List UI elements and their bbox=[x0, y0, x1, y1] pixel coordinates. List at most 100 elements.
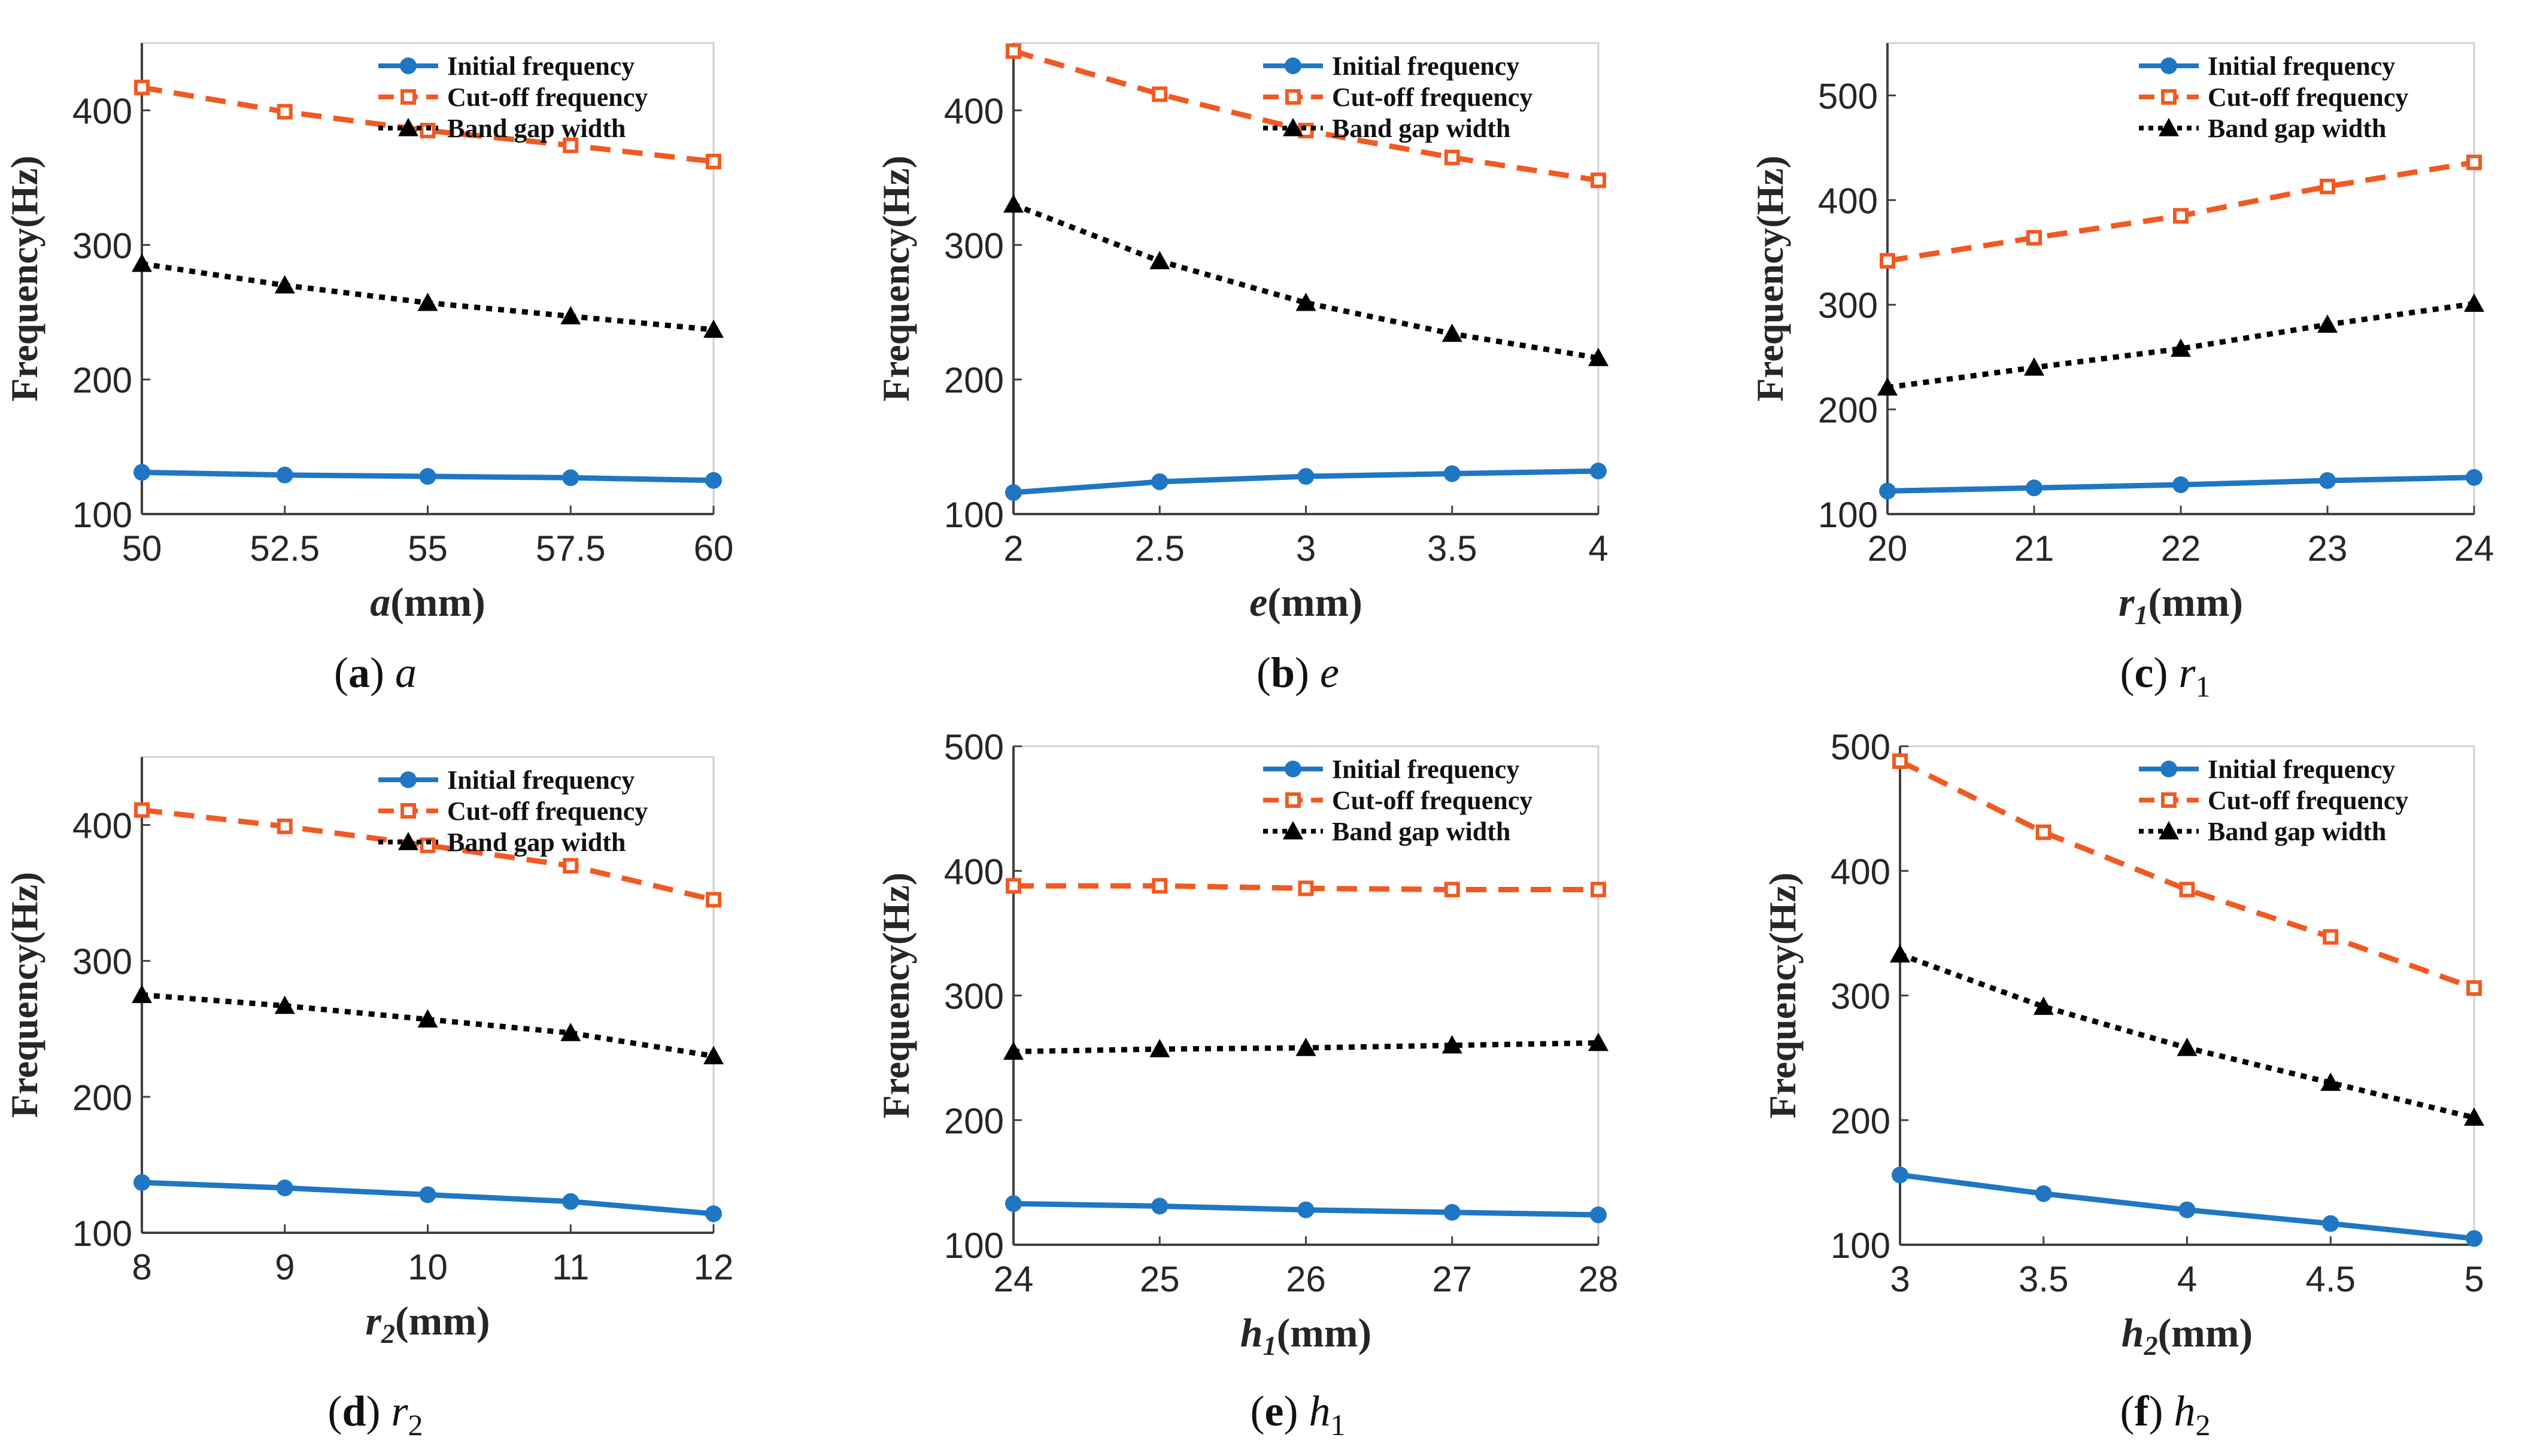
caption-paren-close: ) bbox=[370, 649, 395, 697]
x-axis-label: e(mm) bbox=[1249, 579, 1362, 625]
x-axis-label-unit: (mm) bbox=[2148, 579, 2243, 625]
data-point-cutoff bbox=[2466, 980, 2482, 996]
data-point-cutoff bbox=[1152, 86, 1168, 102]
data-point-cutoff bbox=[1591, 172, 1606, 189]
data-point-bandgap bbox=[560, 306, 581, 325]
y-tick-label: 500 bbox=[944, 727, 1004, 767]
legend-label-cutoff: Cut-off frequency bbox=[1332, 786, 1532, 815]
legend-label-bandgap: Band gap width bbox=[447, 114, 626, 143]
x-tick-label: 21 bbox=[2014, 528, 2054, 569]
data-point-bandgap bbox=[703, 1045, 724, 1065]
data-point-initial bbox=[2172, 476, 2189, 494]
data-point-initial bbox=[2466, 1230, 2482, 1247]
x-axis-label-variable: h bbox=[1240, 1310, 1263, 1355]
caption-paren-open: ( bbox=[2120, 649, 2135, 697]
plot-area-frame bbox=[1899, 745, 2475, 1246]
data-point-bandgap bbox=[1149, 251, 1170, 269]
x-axis-label-unit: (mm) bbox=[390, 579, 485, 625]
x-axis-label-unit: (mm) bbox=[1267, 579, 1362, 625]
chart-panel-a: 100 200 300 400 50 52.5 55 57.5 60 Frequency(Hz) a… bbox=[3, 42, 733, 625]
legend-marker-bandgap bbox=[398, 118, 418, 136]
y-tick-label: 300 bbox=[944, 977, 1004, 1017]
data-point-initial bbox=[1005, 484, 1022, 501]
x-tick-label: 50 bbox=[122, 528, 162, 569]
legend-label-bandgap: Band gap width bbox=[447, 828, 626, 857]
data-point-bandgap bbox=[1295, 292, 1316, 311]
x-axis-label: r1(mm) bbox=[2119, 579, 2243, 630]
data-point-bandgap bbox=[1003, 194, 1024, 213]
x-tick-label: 3.5 bbox=[1427, 528, 1477, 569]
data-point-bandgap bbox=[2464, 293, 2484, 312]
data-point-cutoff bbox=[1006, 878, 1021, 894]
legend-label-bandgap: Band gap width bbox=[1332, 114, 1510, 143]
data-point-bandgap bbox=[274, 995, 295, 1014]
x-tick-label: 2.5 bbox=[1135, 528, 1185, 569]
x-tick-label: 3 bbox=[1890, 1259, 1910, 1299]
data-point-bandgap bbox=[2177, 1037, 2198, 1056]
x-tick-label: 26 bbox=[1286, 1259, 1326, 1299]
plot-area-frame bbox=[1012, 42, 1600, 515]
x-axis-label-subscript: 2 bbox=[381, 1318, 395, 1349]
data-point-bandgap bbox=[2464, 1107, 2484, 1126]
data-point-bandgap bbox=[2024, 357, 2044, 376]
data-point-cutoff bbox=[1006, 43, 1021, 59]
y-axis-label: Frequency(Hz) bbox=[3, 156, 45, 402]
x-tick-label: 9 bbox=[275, 1247, 295, 1287]
x-tick-label: 8 bbox=[132, 1247, 151, 1287]
data-point-bandgap bbox=[1890, 944, 1910, 963]
chart-panel-c: 100 200 300 400 500 20 21 22 23 24 Frequency(Hz) r1… bbox=[1749, 42, 2494, 630]
data-point-initial bbox=[276, 466, 293, 484]
data-point-cutoff bbox=[277, 818, 293, 834]
legend-marker-cutoff bbox=[2161, 89, 2177, 105]
x-tick-label: 3 bbox=[1296, 528, 1316, 569]
x-axis-label: h1(mm) bbox=[1240, 1310, 1371, 1361]
data-point-cutoff bbox=[706, 892, 721, 908]
data-point-bandgap bbox=[2320, 1072, 2341, 1091]
legend-label-bandgap: Band gap width bbox=[1332, 817, 1510, 846]
data-point-bandgap bbox=[2033, 996, 2054, 1015]
data-point-bandgap bbox=[1149, 1039, 1170, 1057]
legend-marker-initial bbox=[400, 771, 417, 788]
data-point-cutoff bbox=[2035, 824, 2051, 840]
x-tick-label: 22 bbox=[2161, 528, 2201, 569]
caption-paren-close: ) bbox=[2153, 649, 2178, 697]
y-tick-label: 400 bbox=[944, 852, 1004, 892]
data-point-cutoff bbox=[2173, 208, 2189, 224]
legend-marker-initial bbox=[2160, 57, 2177, 74]
legend-label-cutoff: Cut-off frequency bbox=[447, 797, 648, 826]
legend-marker-bandgap bbox=[1283, 118, 1303, 136]
x-tick-label: 11 bbox=[552, 1247, 589, 1287]
legend-label-bandgap: Band gap width bbox=[2208, 817, 2386, 846]
legend-label-cutoff: Cut-off frequency bbox=[447, 83, 648, 112]
y-tick-label: 200 bbox=[72, 1078, 132, 1118]
legend-marker-cutoff bbox=[400, 803, 416, 819]
data-point-cutoff bbox=[563, 137, 579, 153]
data-point-bandgap bbox=[1588, 1032, 1609, 1051]
series-line-cutoff bbox=[1899, 758, 2475, 991]
caption-paren-open: ( bbox=[334, 649, 348, 697]
y-tick-label: 300 bbox=[944, 226, 1004, 266]
legend-marker-initial bbox=[1285, 57, 1301, 74]
caption-letter: b bbox=[1271, 649, 1295, 697]
y-tick-label: 400 bbox=[1818, 181, 1878, 221]
x-tick-label: 10 bbox=[408, 1247, 448, 1287]
data-point-bandgap bbox=[2317, 314, 2338, 333]
x-tick-label: 20 bbox=[1868, 528, 1908, 569]
data-point-cutoff bbox=[1444, 881, 1460, 898]
data-point-initial bbox=[133, 1174, 150, 1191]
y-axis-label: Frequency(Hz) bbox=[1761, 873, 1804, 1118]
data-point-bandgap bbox=[417, 1009, 438, 1028]
y-tick-label: 100 bbox=[72, 495, 132, 535]
y-tick-label: 200 bbox=[944, 360, 1004, 400]
panel-caption: (a) a bbox=[334, 649, 417, 697]
y-tick-label: 100 bbox=[72, 1214, 132, 1254]
x-tick-label: 12 bbox=[694, 1247, 734, 1287]
x-tick-label: 55 bbox=[408, 528, 448, 569]
series-line-bandgap bbox=[1899, 952, 2475, 1120]
data-point-cutoff bbox=[1880, 253, 1895, 269]
caption-variable: e bbox=[1320, 649, 1339, 697]
data-point-bandgap bbox=[1441, 1035, 1462, 1054]
x-axis-label: r2(mm) bbox=[365, 1298, 490, 1349]
x-tick-label: 24 bbox=[994, 1259, 1034, 1299]
legend-marker-cutoff bbox=[1285, 792, 1301, 808]
